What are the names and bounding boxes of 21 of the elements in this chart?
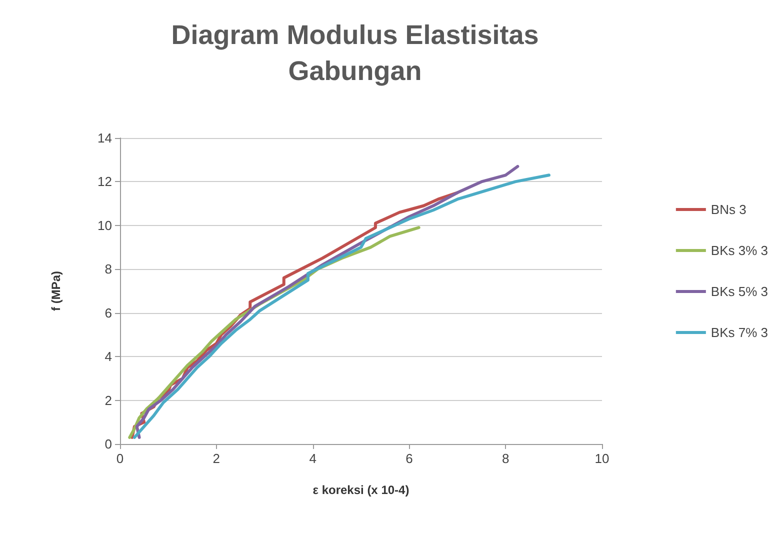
y-tick-label: 4 [104, 349, 112, 364]
legend-label: BKs 5% 3 [710, 284, 768, 299]
legend-label: BKs 3% 3 [710, 243, 768, 258]
y-tick-label: 2 [104, 392, 112, 408]
chart-title: Diagram Modulus Elastisitas Gabungan [171, 20, 539, 86]
y-tick-label: 10 [98, 218, 112, 233]
x-tick-label: 2 [212, 451, 220, 466]
y-tick-label: 14 [98, 130, 112, 146]
x-tick-label: 4 [309, 451, 316, 466]
y-tick-label: 0 [104, 436, 112, 452]
x-axis-title: ε koreksi (x 10-4) [312, 483, 410, 497]
legend-label: BKs 7% 3 [710, 325, 768, 340]
y-tick-label: 8 [104, 262, 112, 277]
legend-label: BNs 3 [710, 202, 746, 217]
y-tick-label: 12 [98, 174, 112, 190]
y-tick-label: 6 [104, 305, 112, 320]
x-tick-label: 10 [594, 451, 610, 466]
x-tick-label: 0 [116, 451, 124, 466]
x-tick-label: 6 [406, 451, 413, 466]
y-axis-title: f (MPa) [49, 271, 63, 311]
x-tick-label: 8 [502, 451, 510, 466]
